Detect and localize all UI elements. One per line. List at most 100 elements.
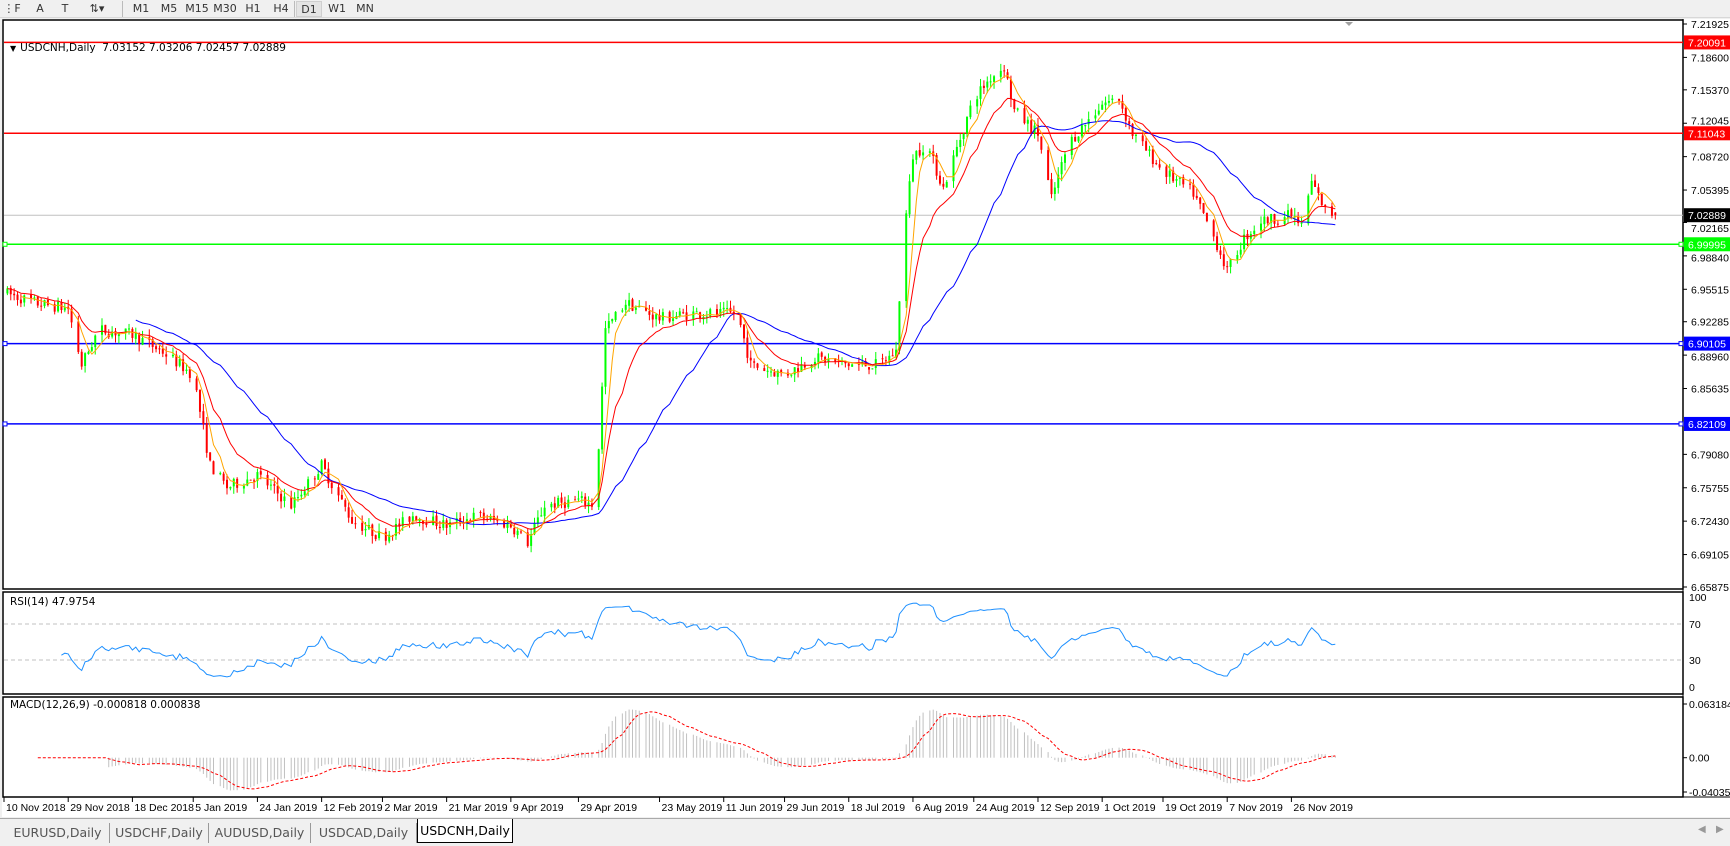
candle-body [212,461,215,475]
candle-body [1080,125,1083,137]
candle [1266,216,1269,226]
level-anchor-handle[interactable] [2,341,8,347]
level-anchor-handle[interactable] [2,421,8,427]
candle [793,366,796,382]
candle [790,374,793,378]
timeframe-m15-button[interactable]: M15 [185,2,209,15]
candle [80,349,83,370]
candle [1172,166,1175,183]
chart-shift-marker-icon[interactable] [1345,22,1353,26]
timeframe-d1-button[interactable]: D1 [296,1,322,17]
scroll-right-icon[interactable]: ▶ [1716,824,1724,835]
candle [1026,116,1029,132]
candle-body [80,351,83,367]
candle-body [695,311,698,313]
arrows-tool-icon[interactable]: ⇅▾ [89,2,105,15]
price-tick-label: 6.79080 [1691,449,1729,461]
period-separator-icon[interactable]: ⋮F [3,2,21,15]
level-anchor-handle[interactable] [1678,341,1684,347]
time-tick-label: 11 Jun 2019 [726,802,783,814]
candle-body [999,70,1002,77]
candle [976,95,979,114]
candle [371,523,374,544]
timeframe-m1-button[interactable]: M1 [132,2,150,15]
candle-body [1205,212,1208,222]
chart-window[interactable]: 7.21925 7.18600 7.15370 7.12045 7.08720 7.053… [2,19,1730,817]
chart-canvas[interactable]: 7.21925 7.18600 7.15370 7.12045 7.08720 7.053… [2,19,1730,817]
rsi-line [61,602,1336,678]
candle [1314,174,1317,187]
tab-usdcnh[interactable]: USDCNH,Daily [417,819,513,843]
level-anchor-handle[interactable] [1678,241,1684,247]
candle [87,350,90,355]
tab-usdcad[interactable]: USDCAD,Daily [311,823,417,843]
candle-body [259,471,262,475]
candle-body [1334,212,1337,216]
timeframe-m30-button[interactable]: M30 [213,2,237,15]
price-tick-label: 6.75755 [1691,483,1729,495]
scroll-left-icon[interactable]: ◀ [1698,824,1706,835]
symbol-label: USDCNH,Daily [20,42,96,54]
collapse-triangle-icon[interactable]: ▼ [10,44,17,53]
timeframe-w1-button[interactable]: W1 [328,2,346,15]
level-price-badge [1684,126,1730,141]
candle [421,520,424,531]
tab-eurusd[interactable]: EURUSD,Daily [6,823,110,843]
candle [979,78,982,106]
timeframe-h4-button[interactable]: H4 [273,2,289,15]
level-anchor-handle[interactable] [1678,421,1684,427]
candle-body [100,325,103,335]
candle-body [1300,222,1303,224]
candle [411,511,414,525]
level-price-label: 7.20091 [1688,37,1726,49]
candle [313,475,316,487]
candle [1155,159,1158,166]
ma-fast-line [20,75,1336,537]
candle [753,358,756,369]
candle-body [394,523,397,536]
candle-body [198,389,201,412]
candle [1216,231,1219,253]
candle-body [658,314,661,321]
price-tick-label: 6.85635 [1691,384,1729,396]
candle-body [1074,136,1077,142]
candle [817,347,820,369]
candle [1195,188,1198,200]
candle-body [351,517,354,524]
candle-body [1148,149,1151,151]
ohlc-values: 7.03152 7.03206 7.02457 7.02889 [102,42,286,54]
level-anchor-handle[interactable] [2,241,8,247]
candle [185,363,188,374]
candle-body [506,522,509,528]
candle-body [300,494,303,497]
candle-body [955,146,958,157]
candle-body [482,512,485,519]
timeframe-h1-button[interactable]: H1 [245,2,261,15]
text-label-tool-icon[interactable]: T [61,2,69,15]
candle-body [411,516,414,522]
candle-body [1141,135,1144,142]
text-tool-icon[interactable]: A [36,2,44,15]
candle-body [138,333,141,345]
time-tick-label: 5 Jan 2019 [195,802,247,814]
candle-body [158,348,161,350]
candle-body [124,328,127,333]
price-tick-label: 7.18600 [1691,52,1729,64]
candle-body [584,496,587,506]
candle-body [16,294,19,300]
time-tick-label: 21 Mar 2019 [449,802,508,814]
candle [337,482,340,502]
tab-audusd[interactable]: AUDUSD,Daily [209,823,311,843]
level-price-label: 6.99995 [1688,239,1726,251]
tab-usdchf[interactable]: USDCHF,Daily [110,823,209,843]
candle [388,530,391,544]
candle-body [266,474,269,486]
timeframe-mn-button[interactable]: MN [356,2,374,15]
level-price-badge [1684,237,1730,252]
candle-body [530,534,533,546]
candle-body [303,491,306,495]
time-tick-label: 23 May 2019 [662,802,723,814]
candle-body [188,369,191,378]
timeframe-m5-button[interactable]: M5 [160,2,178,15]
candle-body [597,449,600,508]
